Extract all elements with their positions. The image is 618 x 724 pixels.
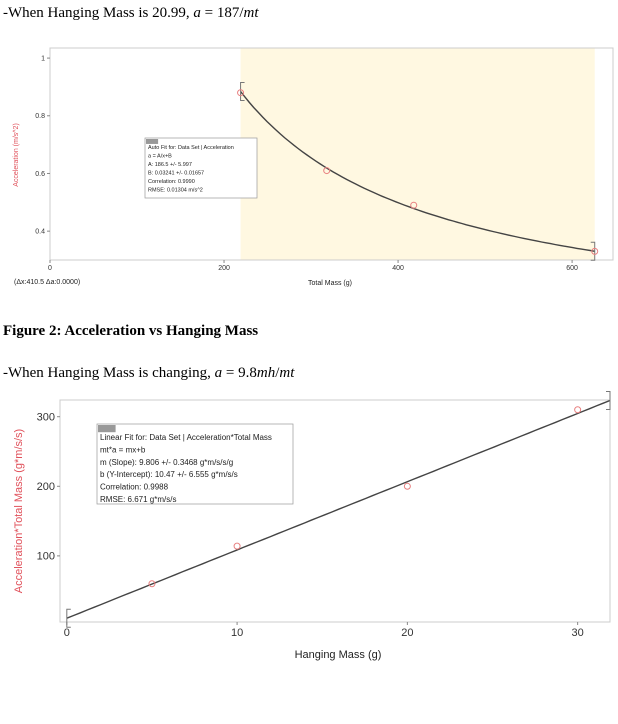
annotation-line: Correlation: 0.9990 [148,179,195,185]
text: -When Hanging Mass is 20.99, [3,5,193,21]
text: = 9.8 [222,365,257,381]
x-tick-label: 600 [566,265,578,272]
range-bracket [606,391,611,410]
annotation-line: mt*a = mx+b [100,445,146,454]
y-tick-label: 0.4 [35,229,45,236]
annotation-line: B: 0.03241 +/- 0.01657 [148,171,204,177]
x-tick-label: 0 [48,265,52,272]
annotation-line: m (Slope): 9.806 +/- 0.3468 g*m/s/s/g [100,458,233,467]
y-axis-label: Acceleration*Total Mass (g*m/s/s) [13,429,25,593]
text: mt [244,5,260,21]
data-point [233,542,241,550]
plot-frame [49,47,614,261]
x-tick-label: 400 [392,265,404,272]
y-tick-label: 100 [37,551,55,563]
text: mh [257,365,275,381]
annotation-line: Correlation: 0.9988 [100,483,169,492]
text: = 187/ [201,5,244,21]
data-point [403,482,411,490]
y-tick-label: 0.6 [35,171,45,178]
annotation-line: Auto Fit for: Data Set | Acceleration [148,145,234,151]
text: / [275,365,280,381]
annotation-box [144,137,258,199]
x-tick-label: 0 [64,627,70,639]
x-tick-label: 10 [231,627,243,639]
range-bracket [590,241,596,261]
readout: (Δx:410.5 Δa:0.0000) [14,279,80,286]
y-axis-label: Acceleration (m/s^2) [13,123,20,187]
x-axis-label: Total Mass (g) [308,280,352,287]
intro-line: -When Hanging Mass is 20.99, a = 187/mt [3,5,259,21]
y-tick-label: 0.8 [35,113,45,120]
text: a [215,365,223,381]
y-tick-label: 1 [41,56,45,63]
data-point [237,89,245,97]
range-bracket [66,608,71,628]
text: a [193,5,201,21]
text: mt [279,365,295,381]
text: -When Hanging Mass is changing, [3,365,215,381]
intro-line: -When Hanging Mass is changing, a = 9.8m… [3,365,295,381]
annotation-line: A: 186.5 +/- 5.997 [148,162,192,168]
data-point [148,580,156,588]
x-tick-label: 30 [572,627,584,639]
annotation-handle [146,139,159,144]
data-point [574,406,582,414]
data-point [323,167,331,175]
annotation-box [96,423,294,505]
annotation-line: Linear Fit for: Data Set | Acceleration*… [100,433,272,442]
fit-line [240,91,595,252]
y-tick-label: 300 [37,412,55,424]
x-tick-label: 20 [401,627,413,639]
figure-caption: Figure 2: Acceleration vs Hanging Mass [3,323,258,339]
plot-frame [59,399,611,623]
fit-line [66,399,611,619]
data-point [591,247,599,255]
annotation-line: a = A/x+B [148,154,172,160]
range-bracket [240,82,245,102]
x-axis-label: Hanging Mass (g) [295,649,382,661]
annotation-line: b (Y-Intercept): 10.47 +/- 6.555 g*m/s/s [100,470,238,479]
data-point [410,201,418,209]
annotation-line: RMSE: 6.671 g*m/s/s [100,495,176,504]
fit-range [240,48,595,260]
annotation-handle [98,425,116,433]
x-tick-label: 200 [218,265,230,272]
annotation-line: RMSE: 0.01304 m/s^2 [148,188,203,194]
y-tick-label: 200 [37,481,55,493]
